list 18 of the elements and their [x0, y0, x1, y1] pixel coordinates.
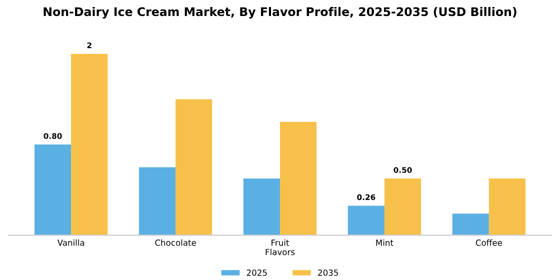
legend-label: 2035 — [318, 270, 338, 276]
x-tick-label: Mint — [376, 239, 394, 246]
bar — [71, 54, 108, 236]
bar — [34, 144, 72, 236]
bar — [243, 178, 280, 236]
legend-label: 2025 — [246, 270, 267, 276]
bar — [138, 167, 176, 236]
bar — [488, 178, 526, 236]
bar — [452, 214, 489, 236]
x-tick-label: Coffee — [476, 239, 502, 246]
x-tick-label: Chocolate — [155, 239, 196, 246]
x-tick-label: Vanilla — [57, 239, 84, 246]
bar — [348, 206, 384, 236]
chart-title: Non-Dairy Ice Cream Market, By Flavor Profile, 2025-2035 (USD Billion) — [44, 7, 516, 19]
bar — [280, 122, 317, 236]
bar — [176, 99, 212, 236]
x-tick-label: Fruit Flavors — [266, 239, 295, 256]
bar — [384, 178, 422, 236]
